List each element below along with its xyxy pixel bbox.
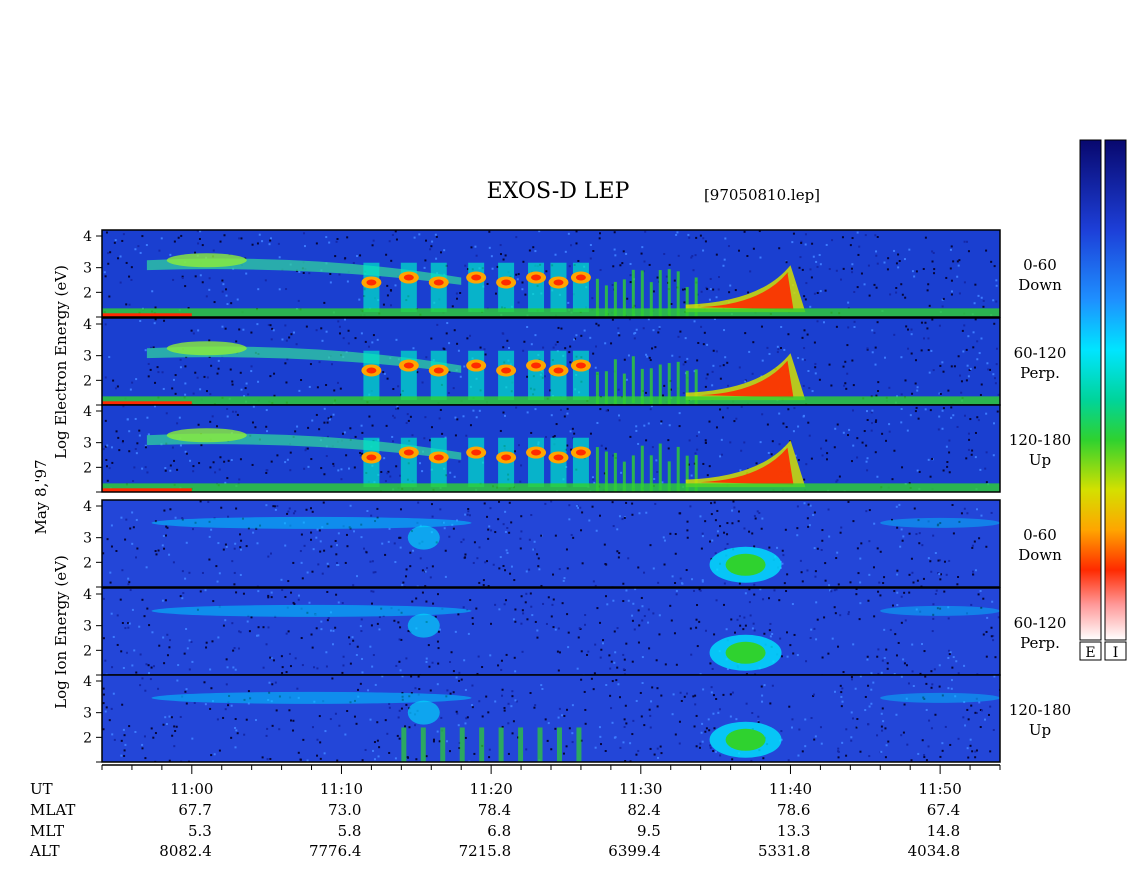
panel-pitch-angle-label: 120-180 — [1009, 701, 1071, 719]
y-tick-label: 3 — [83, 261, 92, 277]
panel-frame — [101, 499, 1001, 588]
ephemeris-value: 7215.8 — [459, 842, 512, 860]
ephemeris-value: 8082.4 — [159, 842, 212, 860]
colorbar-ion-label: I — [1113, 645, 1119, 661]
ephemeris-value: 78.4 — [478, 801, 511, 819]
ephemeris-row-label: ALT — [29, 842, 60, 860]
ephemeris-value: 11:30 — [619, 780, 662, 798]
ephemeris-value: 11:10 — [320, 780, 363, 798]
ephemeris-value: 73.0 — [328, 801, 361, 819]
spectrogram-panel-6 — [101, 674, 1001, 763]
y-tick-label: 2 — [83, 730, 92, 746]
y-tick-label: 3 — [83, 436, 92, 452]
y-tick-label: 2 — [83, 555, 92, 571]
ephemeris-row-label: MLT — [30, 822, 64, 840]
y-tick-label: 2 — [83, 373, 92, 389]
panel-frame — [101, 229, 1001, 318]
y-tick-label: 4 — [83, 229, 92, 245]
colorbar-electron-scale — [1079, 139, 1102, 641]
panel-direction-label: Perp. — [1020, 634, 1060, 652]
ephemeris-value: 6399.4 — [608, 842, 661, 860]
ephemeris-value: 4034.8 — [908, 842, 961, 860]
y-tick-label: 4 — [83, 587, 92, 603]
panel-pitch-angle-label: 0-60 — [1023, 526, 1057, 544]
file-label: [97050810.lep] — [704, 186, 820, 204]
ephemeris-value: 9.5 — [637, 822, 661, 840]
ephemeris-value: 67.4 — [927, 801, 960, 819]
panel-background — [102, 588, 1000, 675]
panel-labels: 0-60 Down 60-120 Perp. 120-180 Up 0-60 Down 60-1… — [1009, 256, 1071, 739]
y-tick-label: 2 — [83, 460, 92, 476]
chart-title: EXOS-D LEP — [487, 179, 630, 204]
y-tick-label: 3 — [83, 619, 92, 635]
ephemeris-value: 67.7 — [178, 801, 211, 819]
ephemeris-value: 5331.8 — [758, 842, 811, 860]
y-tick-label: 3 — [83, 706, 92, 722]
y-tick-label: 2 — [83, 643, 92, 659]
panel-background — [102, 500, 1000, 587]
ephemeris-value: 11:50 — [919, 780, 962, 798]
ephemeris-table: UT 11:00 11:10 11:20 11:30 11:40 11:50 MLAT 67.7… — [29, 780, 962, 860]
spectrogram-panel-5 — [101, 587, 1001, 676]
ephemeris-value: 13.3 — [777, 822, 810, 840]
ephemeris-value: 14.8 — [927, 822, 960, 840]
colorbar-electron-label-box — [1079, 641, 1102, 661]
ephemeris-value: 5.8 — [338, 822, 362, 840]
y-axes: 2 3 4 2 3 4 2 3 4 2 3 4 2 3 4 2 3 4 — [83, 229, 102, 763]
spectrogram-panel-3 — [101, 404, 1001, 493]
spectrogram-panel-4 — [101, 499, 1001, 588]
colorbar-electron-label: E — [1085, 645, 1095, 661]
ephemeris-value: 11:20 — [470, 780, 513, 798]
panel-frame — [101, 674, 1001, 763]
ephemeris-row-label: UT — [30, 780, 53, 798]
panel-direction-label: Up — [1029, 451, 1051, 469]
date-label: May 8,'97 — [32, 459, 50, 534]
ephemeris-value: 5.3 — [188, 822, 212, 840]
panel-frame — [101, 404, 1001, 493]
panel-direction-label: Down — [1018, 546, 1062, 564]
panel-direction-label: Perp. — [1020, 364, 1060, 382]
ephemeris-value: 11:40 — [769, 780, 812, 798]
panel-pitch-angle-label: 0-60 — [1023, 256, 1057, 274]
ephemeris-value: 78.6 — [777, 801, 810, 819]
ephemeris-value: 82.4 — [627, 801, 660, 819]
spectrogram-panel-1 — [101, 229, 1001, 318]
panel-background — [102, 675, 1000, 762]
y-tick-label: 4 — [83, 317, 92, 333]
x-axis — [101, 764, 1001, 774]
colorbar-ion-scale — [1104, 139, 1127, 641]
ephemeris-value: 7776.4 — [309, 842, 362, 860]
panel-pitch-angle-label: 60-120 — [1014, 614, 1067, 632]
ion-axis-title: Log Ion Energy (eV) — [52, 555, 70, 709]
y-tick-label: 2 — [83, 285, 92, 301]
colorbar-ion-label-box — [1104, 641, 1127, 661]
spectrogram-panels — [101, 229, 1001, 763]
panel-pitch-angle-label: 120-180 — [1009, 431, 1071, 449]
y-tick-label: 4 — [83, 674, 92, 690]
ephemeris-value: 11:00 — [170, 780, 213, 798]
panel-direction-label: Down — [1018, 276, 1062, 294]
ephemeris-value: 6.8 — [487, 822, 511, 840]
colorbar-ion: I — [1104, 139, 1127, 661]
y-tick-label: 4 — [83, 499, 92, 515]
panel-direction-label: Up — [1029, 721, 1051, 739]
y-tick-label: 3 — [83, 531, 92, 547]
ephemeris-row-label: MLAT — [30, 801, 75, 819]
panel-pitch-angle-label: 60-120 — [1014, 344, 1067, 362]
colorbar-electron: E — [1079, 139, 1102, 661]
electron-axis-title: Log Electron Energy (eV) — [52, 265, 70, 459]
y-tick-label: 3 — [83, 349, 92, 365]
y-tick-label: 4 — [83, 404, 92, 420]
spectrogram-panel-2 — [101, 317, 1001, 406]
